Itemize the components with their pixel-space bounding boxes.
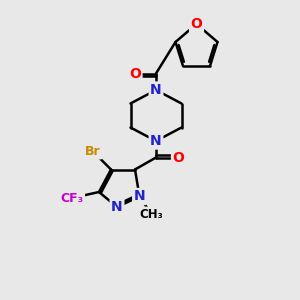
Text: N: N xyxy=(134,190,145,203)
Text: Br: Br xyxy=(85,145,101,158)
Text: CF₃: CF₃ xyxy=(60,191,84,205)
Text: O: O xyxy=(172,151,184,164)
Text: N: N xyxy=(111,200,123,214)
Text: N: N xyxy=(150,83,162,97)
Text: CH₃: CH₃ xyxy=(140,208,164,221)
Text: N: N xyxy=(150,134,162,148)
Text: O: O xyxy=(129,67,141,80)
Text: O: O xyxy=(190,17,202,31)
